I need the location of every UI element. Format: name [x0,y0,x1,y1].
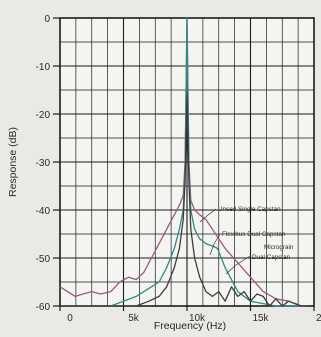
series-layer [59,17,309,307]
x-tick-label: 15k [252,313,269,324]
annotation-leader [209,233,221,256]
annotation-unsed-single-capstan: Unsed Single Capstan [199,206,281,223]
x-tick-label: 0 [67,313,73,324]
annotation-leader [199,208,217,223]
series-line-micrograin-dual-capstan [60,94,309,307]
annotation-flexibus-dual-capstan: Flexibus Dual Capstan [209,231,286,256]
y-tick-label: -30 [36,158,51,169]
y-tick-label: -60 [36,302,51,313]
x-tick-label: 20k [316,313,321,324]
y-axis-label: Response (dB) [7,127,19,197]
y-tick-label: -40 [36,206,51,217]
annotation-leader [225,255,251,275]
x-tick-label: 10k [189,313,206,324]
y-tick-label: -50 [36,254,51,265]
y-tick-label: -20 [36,110,51,121]
ticks-layer: 0 -10 -20 -30 -40 -50 -60 0 5k 10k 15k 20k [36,14,321,324]
annotation-text: Dual Capstan [252,254,291,261]
series-line-unsed-single-capstan [59,17,302,307]
annotation-text: Unsed Single Capstan [218,206,281,213]
y-tick-label: -10 [36,62,51,73]
x-tick-label: 5k [128,313,140,324]
series-line-flexibus-dual-capstan [60,17,302,307]
annotation-text: Micrograin [264,244,294,251]
annotation-micrograin-dual-capstan: Micrograin Dual Capstan [225,244,294,275]
annotation-text: Flexibus Dual Capstan [222,231,286,238]
y-tick-label: 0 [44,14,50,25]
x-axis-label: Frequency (Hz) [154,320,226,332]
